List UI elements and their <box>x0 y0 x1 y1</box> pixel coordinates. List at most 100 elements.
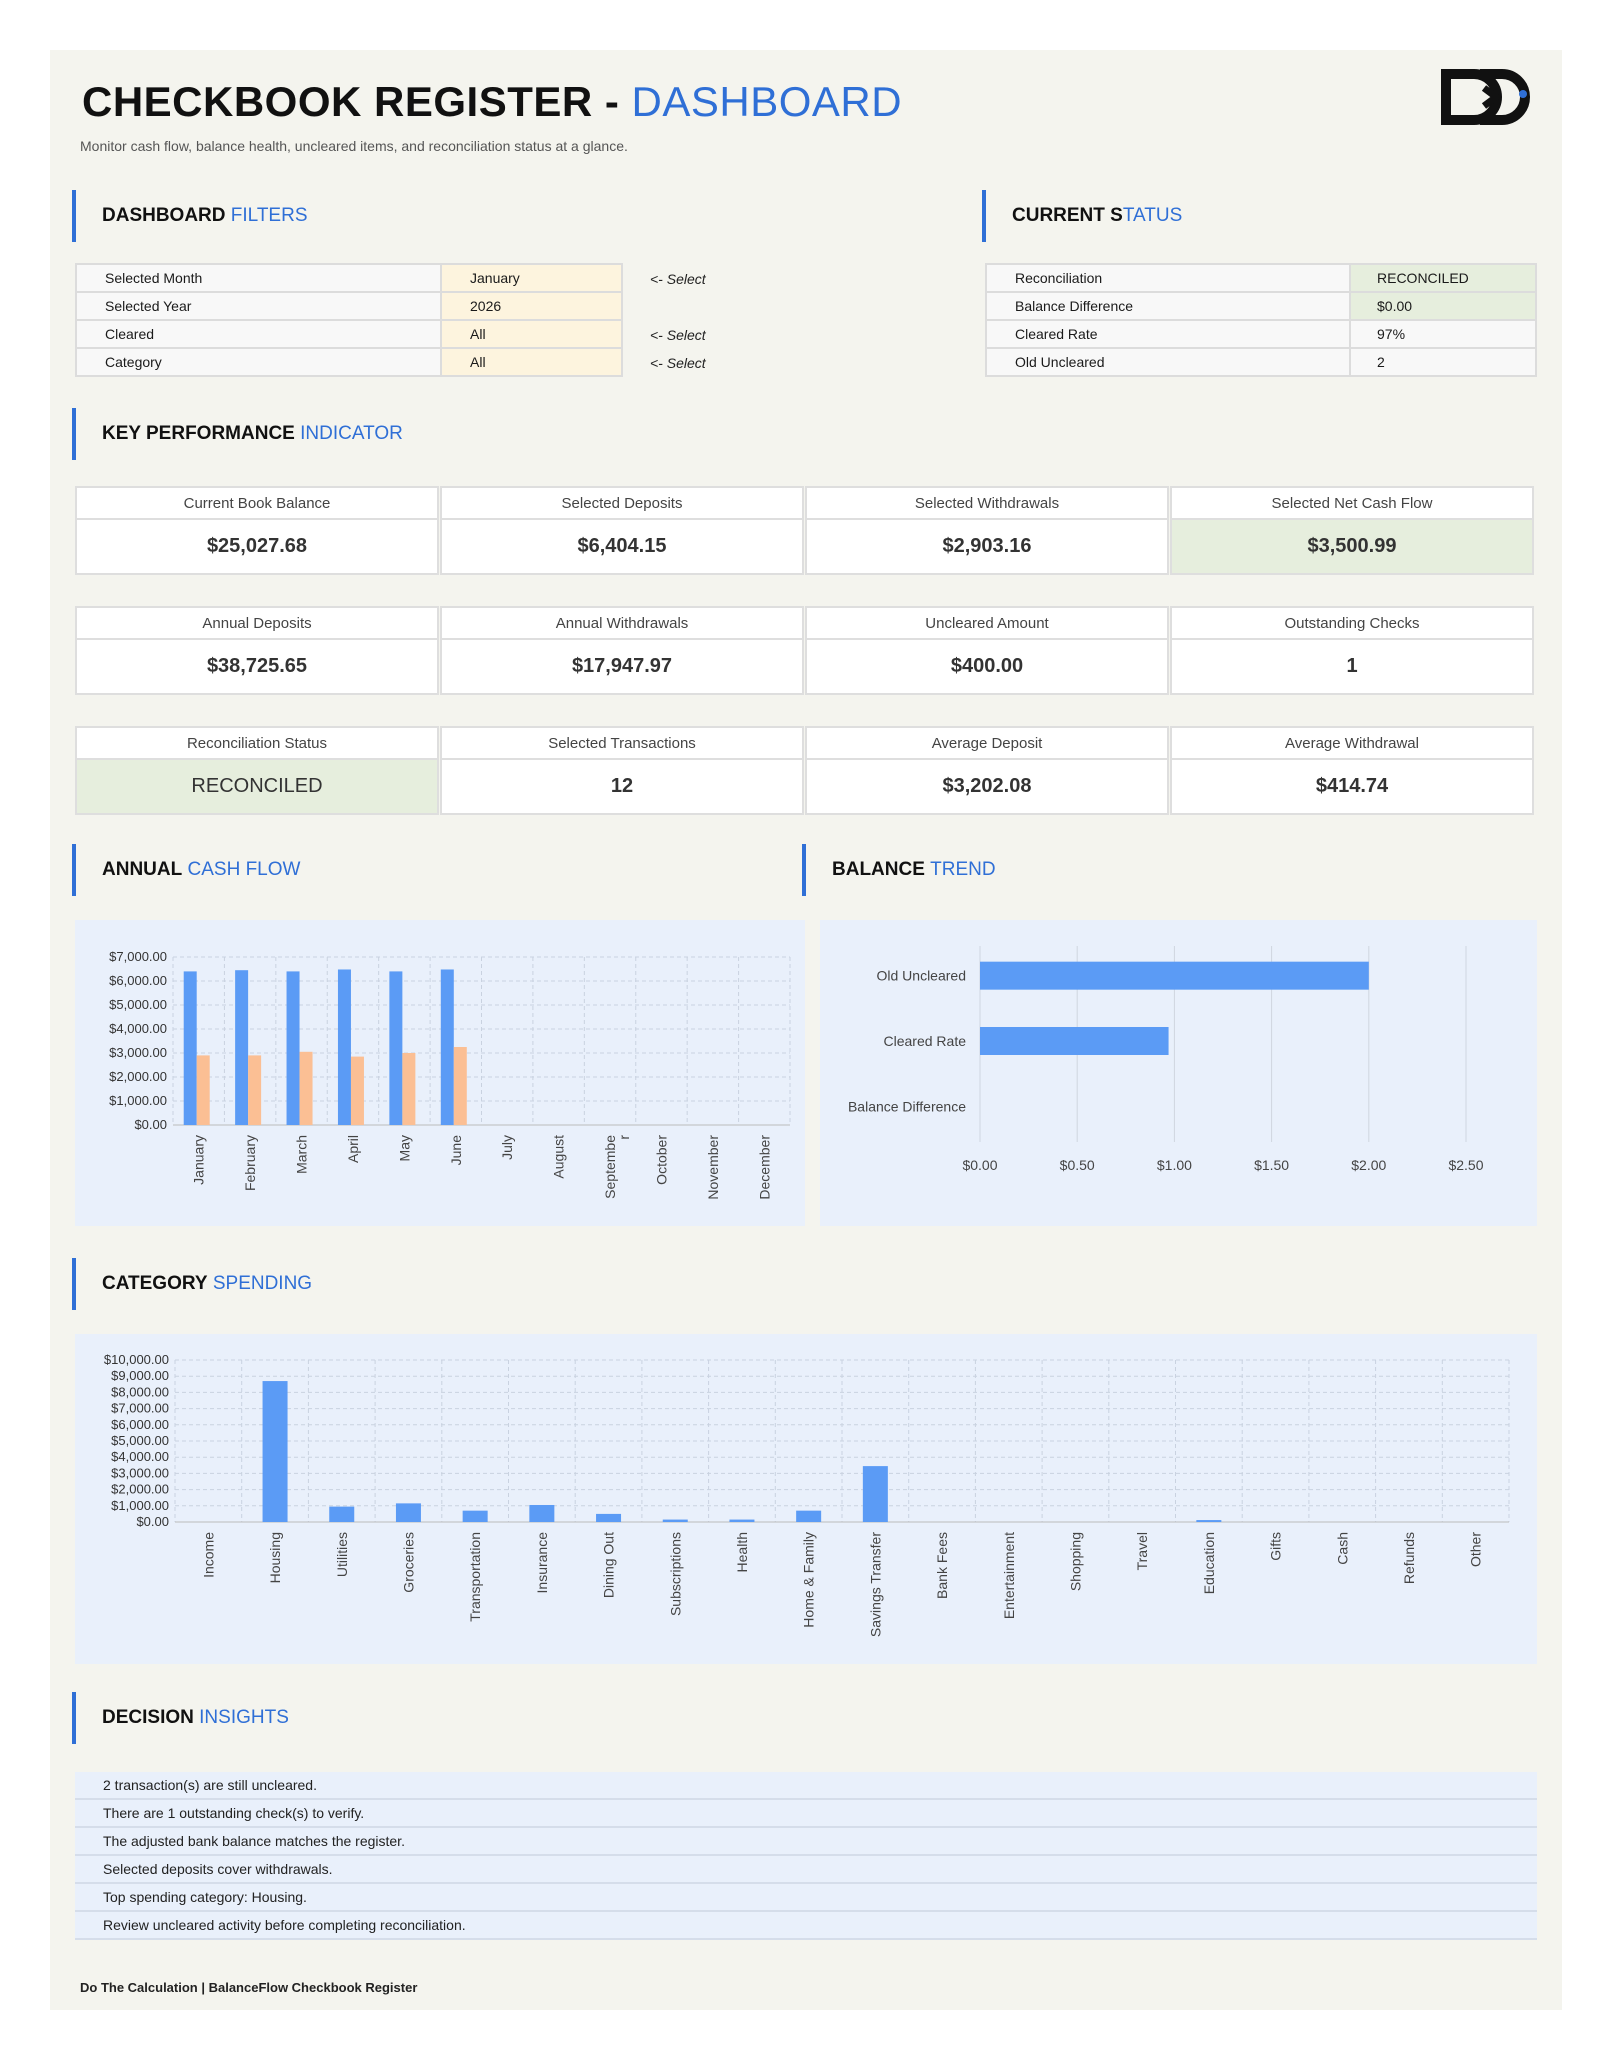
bar <box>337 969 351 1125</box>
kpi-value: $3,202.08 <box>805 760 1169 815</box>
kpi-heading-a: KEY PERFORMANCE <box>102 423 295 444</box>
x-tick-label: Education <box>1201 1532 1217 1594</box>
status-heading: CURRENT S TATUS <box>982 190 1182 242</box>
kpi-value: $38,725.65 <box>75 640 439 695</box>
filter-row-year: Selected Year 2026 <box>75 291 623 321</box>
filter-category-select[interactable]: All <box>440 347 623 377</box>
x-tick-label: August <box>551 1135 567 1179</box>
x-tick-label: $2.50 <box>1448 1157 1483 1173</box>
kpi-label: Selected Net Cash Flow <box>1170 486 1534 520</box>
bar <box>350 1056 364 1125</box>
x-tick-label: Cash <box>1334 1532 1350 1565</box>
select-hint: <- Select <box>650 327 706 343</box>
status-value: $0.00 <box>1349 291 1537 321</box>
kpi-value: RECONCILED <box>75 760 439 815</box>
kpi-card: Annual Withdrawals $17,947.97 <box>440 606 804 695</box>
x-tick-label: Health <box>734 1532 750 1572</box>
kpi-card: Selected Deposits $6,404.15 <box>440 486 804 575</box>
x-tick-label: $2.00 <box>1351 1157 1386 1173</box>
brand-logo-icon <box>1441 69 1530 125</box>
x-tick-label: $1.00 <box>1157 1157 1192 1173</box>
status-row: Balance Difference $0.00 <box>985 291 1537 321</box>
kpi-card: Selected Withdrawals $2,903.16 <box>805 486 1169 575</box>
kpi-card: Average Withdrawal $414.74 <box>1170 726 1534 815</box>
bar <box>402 1053 416 1125</box>
x-tick-label: Transportation <box>467 1532 483 1622</box>
bar <box>1196 1520 1222 1522</box>
filter-label: Selected Year <box>75 291 442 321</box>
kpi-card: Outstanding Checks 1 <box>1170 606 1534 695</box>
y-tick-label: $9,000.00 <box>111 1368 169 1383</box>
status-label: Reconciliation <box>985 263 1351 293</box>
trend-chart-svg: $0.00 $0.50 $1.00 $1.50 $2.00 $2.50 Old Unclea… <box>848 946 1484 1173</box>
category-chart-svg: $0.00$1,000.00$2,000.00 $3,000.00$4,000.0… <box>104 1352 1510 1637</box>
y-tick-label: $4,000.00 <box>109 1021 167 1036</box>
cashflow-heading-a: ANNUAL <box>102 859 183 880</box>
kpi-heading-b: INDICATOR <box>300 423 403 444</box>
y-tick-label: $5,000.00 <box>111 1433 169 1448</box>
filter-year-input[interactable]: 2026 <box>440 291 623 321</box>
status-label: Old Uncleared <box>985 347 1351 377</box>
kpi-label: Selected Withdrawals <box>805 486 1169 520</box>
y-tick-label: $6,000.00 <box>111 1417 169 1432</box>
bar <box>862 1466 888 1522</box>
x-tick-label: Entertainment <box>1001 1532 1017 1619</box>
kpi-value: $25,027.68 <box>75 520 439 575</box>
kpi-value: $17,947.97 <box>440 640 804 695</box>
insight-item: Review uncleared activity before complet… <box>75 1912 1537 1940</box>
bar <box>729 1519 755 1522</box>
insights-list: 2 transaction(s) are still uncleared. Th… <box>75 1772 1537 1940</box>
x-tick-label: July <box>499 1135 515 1160</box>
y-tick-label: $1,000.00 <box>111 1498 169 1513</box>
kpi-value: $3,500.99 <box>1170 520 1534 575</box>
x-tick-label: Home & Family <box>801 1532 817 1628</box>
x-tick-label: Septembe <box>602 1135 618 1199</box>
y-tick-label: $7,000.00 <box>111 1401 169 1416</box>
kpi-value: $6,404.15 <box>440 520 804 575</box>
y-tick-label: $1,000.00 <box>109 1093 167 1108</box>
x-tick-label: r <box>616 1135 632 1140</box>
insights-heading-a: DECISION <box>102 1707 194 1728</box>
status-row: Reconciliation RECONCILED <box>985 263 1537 293</box>
kpi-card: Annual Deposits $38,725.65 <box>75 606 439 695</box>
kpi-value: $2,903.16 <box>805 520 1169 575</box>
kpi-label: Reconciliation Status <box>75 726 439 760</box>
category-chart: $0.00 $1,000.00 $2,000.00 $3,000.00 $4,000.0… <box>75 1334 1537 1664</box>
y-tick-label: Cleared Rate <box>884 1033 967 1049</box>
filter-cleared-select[interactable]: All <box>440 319 623 349</box>
y-tick-label: Old Uncleared <box>877 968 967 984</box>
x-tick-label: March <box>294 1135 310 1174</box>
cashflow-heading-b: CASH FLOW <box>187 859 301 880</box>
cashflow-heading: ANNUAL CASH FLOW <box>72 844 300 896</box>
bar <box>196 1055 210 1125</box>
insight-item: The adjusted bank balance matches the re… <box>75 1828 1537 1856</box>
filter-row-month: Selected Month January <box>75 263 623 293</box>
x-tick-label: Other <box>1468 1532 1484 1567</box>
status-row: Cleared Rate 97% <box>985 319 1537 349</box>
bar <box>389 971 403 1125</box>
bar <box>299 1051 313 1125</box>
select-hint: <- Select <box>650 271 706 287</box>
kpi-heading: KEY PERFORMANCE INDICATOR <box>72 408 403 460</box>
x-tick-label: Groceries <box>400 1532 416 1593</box>
bar <box>262 1381 288 1522</box>
filters-heading-b: FILTERS <box>230 205 308 226</box>
bar <box>596 1513 622 1522</box>
title-main: CHECKBOOK REGISTER - <box>82 78 620 125</box>
kpi-card: Reconciliation Status RECONCILED <box>75 726 439 815</box>
status-row: Old Uncleared 2 <box>985 347 1537 377</box>
kpi-card: Selected Net Cash Flow $3,500.99 <box>1170 486 1534 575</box>
page-subtitle: Monitor cash flow, balance health, uncle… <box>80 138 628 154</box>
kpi-label: Outstanding Checks <box>1170 606 1534 640</box>
page-title: CHECKBOOK REGISTER - DASHBOARD <box>82 78 902 126</box>
x-tick-label: June <box>448 1135 464 1166</box>
x-tick-label: $0.00 <box>962 1157 997 1173</box>
trend-chart: $0.00 $0.50 $1.00 $1.50 $2.00 $2.50 Old Unclea… <box>820 920 1537 1226</box>
y-tick-label: $6,000.00 <box>109 973 167 988</box>
filters-heading-a: DASHBOARD <box>102 205 226 226</box>
insights-heading-b: INSIGHTS <box>199 1707 289 1728</box>
select-hint: <- Select <box>650 355 706 371</box>
status-heading-a: CURRENT S <box>1012 205 1123 226</box>
kpi-label: Annual Withdrawals <box>440 606 804 640</box>
filter-month-select[interactable]: January <box>440 263 623 293</box>
